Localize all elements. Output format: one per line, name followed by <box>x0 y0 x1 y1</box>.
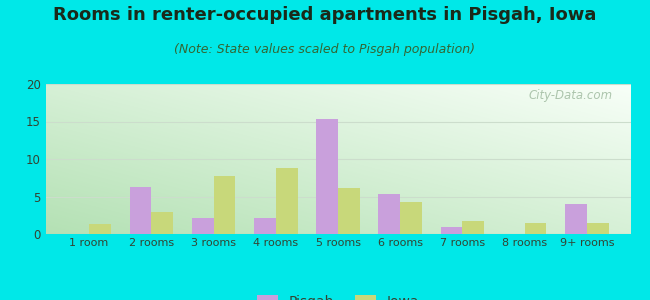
Bar <box>151 212 173 234</box>
Bar <box>316 119 338 234</box>
Text: (Note: State values scaled to Pisgah population): (Note: State values scaled to Pisgah pop… <box>174 44 476 56</box>
Bar <box>254 218 276 234</box>
Legend: Pisgah, Iowa: Pisgah, Iowa <box>251 289 425 300</box>
Bar <box>587 223 608 234</box>
Bar <box>89 224 111 234</box>
Bar <box>214 176 235 234</box>
Bar <box>192 218 214 234</box>
Bar <box>129 187 151 234</box>
Bar <box>276 168 298 234</box>
Bar <box>565 204 587 234</box>
Bar <box>525 223 547 234</box>
Text: Rooms in renter-occupied apartments in Pisgah, Iowa: Rooms in renter-occupied apartments in P… <box>53 6 597 24</box>
Text: City-Data.com: City-Data.com <box>529 88 613 101</box>
Bar <box>441 226 462 234</box>
Bar <box>400 202 422 234</box>
Bar <box>338 188 360 234</box>
Bar <box>378 194 400 234</box>
Bar <box>462 220 484 234</box>
